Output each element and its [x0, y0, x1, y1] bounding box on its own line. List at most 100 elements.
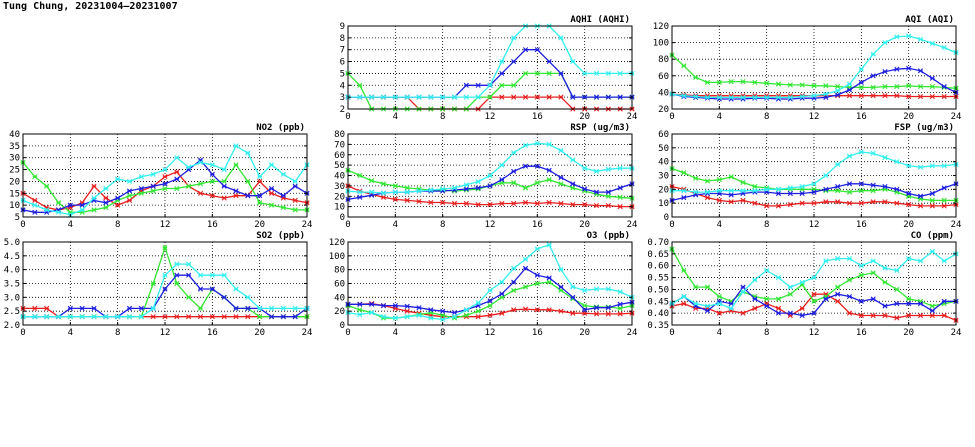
data-point [380, 303, 387, 309]
data-point [522, 284, 529, 290]
y-tick-label: 0.35 [647, 321, 669, 331]
data-point [44, 207, 50, 213]
data-point [197, 305, 204, 311]
data-point [617, 204, 623, 210]
data-point [32, 197, 38, 203]
data-point [392, 196, 398, 202]
data-point [257, 178, 263, 185]
data-point [917, 193, 924, 199]
data-point [894, 66, 900, 72]
x-tick-label: 16 [532, 220, 543, 230]
data-point [704, 195, 711, 201]
data-point [162, 244, 168, 251]
data-point [103, 200, 109, 206]
data-point [499, 177, 505, 183]
data-point [582, 165, 588, 171]
data-point [280, 314, 286, 320]
data-point [775, 296, 782, 302]
data-point [380, 314, 387, 320]
data-point [55, 314, 62, 320]
y-tick-label: 60 [334, 151, 345, 161]
x-tick-label: 24 [951, 112, 962, 122]
data-point [929, 203, 935, 209]
data-point [67, 202, 73, 208]
data-point [894, 267, 900, 274]
data-point [440, 199, 446, 206]
data-point [716, 293, 722, 300]
data-point [67, 305, 73, 311]
data-point [858, 298, 864, 304]
y-tick-label: 100 [653, 39, 669, 49]
data-point [617, 165, 623, 171]
x-tick-label: 16 [856, 112, 867, 122]
data-point [728, 301, 734, 307]
y-tick-label: 50 [334, 161, 345, 171]
data-point [221, 166, 227, 173]
data-point [416, 312, 422, 318]
data-point [428, 94, 434, 100]
data-point [906, 65, 912, 71]
series-line-red [23, 307, 307, 318]
data-point [91, 207, 97, 213]
x-tick-label: 8 [764, 328, 769, 338]
data-point [906, 190, 912, 197]
data-point [704, 79, 711, 86]
data-point [894, 200, 900, 206]
data-point [174, 155, 180, 161]
data-point [775, 81, 782, 87]
y-tick-label: 100 [329, 252, 345, 262]
data-point [605, 166, 611, 172]
data-point [197, 190, 204, 196]
data-point [174, 272, 180, 278]
x-tick-label: 16 [532, 328, 543, 338]
data-point [752, 94, 758, 100]
data-point [280, 204, 286, 211]
x-tick-label: 0 [345, 112, 350, 122]
data-point [440, 186, 446, 192]
data-point [522, 199, 529, 206]
y-tick-label: 0 [340, 213, 345, 223]
chart-title: FSP (ug/m3) [894, 123, 954, 133]
series-blue [20, 157, 310, 215]
data-point [558, 284, 564, 290]
data-point [811, 181, 817, 187]
y-tick-label: 40 [334, 172, 345, 182]
y-tick-label: 80 [658, 55, 669, 65]
series-cyan [345, 140, 635, 196]
x-tick-label: 8 [440, 112, 445, 122]
data-point [558, 35, 564, 41]
data-point [835, 88, 841, 94]
data-point [380, 181, 387, 187]
data-point [858, 272, 864, 278]
data-point [357, 307, 363, 313]
data-point [752, 188, 758, 194]
data-point [704, 178, 711, 184]
data-point [835, 298, 841, 304]
x-tick-label: 20 [903, 328, 914, 338]
data-point [740, 310, 746, 316]
data-point [716, 79, 722, 86]
y-tick-label: 20 [9, 177, 20, 187]
data-point [499, 70, 505, 77]
y-tick-label: 60 [658, 130, 669, 140]
data-point [440, 94, 446, 100]
data-point [929, 190, 935, 197]
data-point [499, 58, 505, 65]
data-point [582, 201, 588, 208]
data-point [487, 312, 493, 318]
y-tick-label: 3 [340, 93, 345, 103]
y-tick-label: 0.55 [647, 274, 669, 284]
data-point [799, 312, 805, 319]
data-point [846, 256, 853, 262]
y-tick-label: 40 [658, 158, 669, 168]
y-tick-label: 30 [334, 182, 345, 192]
data-point [764, 94, 770, 100]
data-point [103, 195, 109, 201]
chart-aqi: 20 40 60 80 100 120 0 4 8 12 16 20 24 AQI (AQI) [653, 15, 962, 122]
data-point [941, 312, 947, 319]
x-tick-label: 4 [717, 328, 722, 338]
data-point [115, 195, 121, 201]
data-point [126, 188, 133, 194]
data-point [941, 203, 947, 209]
data-point [79, 207, 85, 213]
